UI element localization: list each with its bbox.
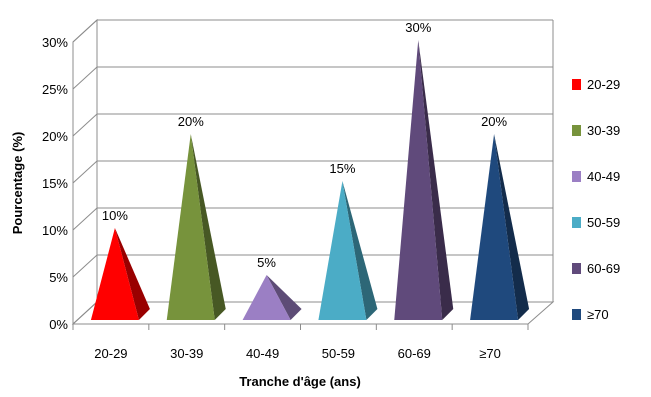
pyramid-front-face	[470, 134, 519, 320]
data-label: 10%	[102, 208, 128, 223]
pyramid-40-49: 5%	[242, 255, 302, 320]
pyramid-30-39: 20%	[166, 114, 226, 320]
y-axis-title: Pourcentage (%)	[10, 132, 25, 235]
pyramid-side-face	[494, 134, 530, 320]
pyramid-front-face	[242, 275, 291, 320]
pyramid-front-face	[318, 181, 367, 320]
pyramid-side-face	[190, 134, 226, 320]
y-tick-label: 15%	[42, 176, 68, 191]
x-axis-title: Tranche d'âge (ans)	[239, 374, 361, 389]
pyramid-front-face	[394, 40, 443, 320]
legend-swatch	[572, 125, 581, 136]
x-axis-ticks: 20-29 30-39 40-49 50-59 60-69 ≥70	[72, 324, 529, 361]
legend-swatch	[572, 263, 581, 274]
data-label: 20%	[481, 114, 507, 129]
pyramid-side-face	[266, 275, 302, 320]
data-label: 5%	[257, 255, 276, 270]
pyramid-side-face	[114, 228, 150, 320]
y-tick-label: 25%	[42, 82, 68, 97]
gridline-side	[72, 254, 98, 278]
x-tick-label: 40-49	[246, 346, 279, 361]
data-label: 30%	[405, 20, 431, 35]
pyramid-side-face	[342, 181, 378, 320]
pyramid-side-face	[418, 40, 454, 320]
gridline-side	[72, 19, 98, 43]
x-tick-label: ≥70	[479, 346, 501, 361]
y-tick-label: 10%	[42, 223, 68, 238]
pyramid-≥70: 20%	[470, 114, 530, 320]
legend-label: ≥70	[587, 307, 609, 322]
pyramid-50-59: 15%	[318, 161, 378, 320]
legend-label: 20-29	[587, 77, 620, 92]
legend-swatch	[572, 79, 581, 90]
x-tick-label: 50-59	[322, 346, 355, 361]
gridline-side	[72, 301, 98, 325]
legend-label: 60-69	[587, 261, 620, 276]
gridlines	[72, 19, 554, 325]
gridline-side	[72, 160, 98, 184]
y-tick-label: 20%	[42, 129, 68, 144]
legend-item: 20-29	[572, 77, 620, 92]
legend-swatch	[572, 171, 581, 182]
legend-swatch	[572, 309, 581, 320]
x-tick-label: 60-69	[398, 346, 431, 361]
y-tick-label: 30%	[42, 35, 68, 50]
data-label: 15%	[329, 161, 355, 176]
gridline-side	[72, 207, 98, 231]
legend: 20-29 30-39 40-49 50-59 60-69 ≥70	[572, 77, 620, 322]
y-tick-label: 0%	[49, 317, 68, 332]
pyramid-20-29: 10%	[90, 208, 150, 320]
legend-label: 50-59	[587, 215, 620, 230]
legend-label: 40-49	[587, 169, 620, 184]
legend-label: 30-39	[587, 123, 620, 138]
legend-item: 40-49	[572, 169, 620, 184]
y-tick-label: 5%	[49, 270, 68, 285]
pyramid-60-69: 30%	[394, 20, 454, 320]
legend-swatch	[572, 217, 581, 228]
gridline-side	[72, 66, 98, 90]
data-label: 20%	[178, 114, 204, 129]
x-tick-label: 30-39	[170, 346, 203, 361]
gridline-side	[72, 113, 98, 137]
y-axis-ticks: 0% 5% 10% 15% 20% 25% 30%	[42, 35, 68, 332]
x-tick-label: 20-29	[94, 346, 127, 361]
pyramid-front-face	[166, 134, 215, 320]
legend-item: 30-39	[572, 123, 620, 138]
pyramids: 10% 20% 5% 15% 30% 20%	[90, 20, 530, 320]
legend-item: 60-69	[572, 261, 620, 276]
pyramid-front-face	[90, 228, 139, 320]
legend-item: ≥70	[572, 307, 609, 322]
legend-item: 50-59	[572, 215, 620, 230]
